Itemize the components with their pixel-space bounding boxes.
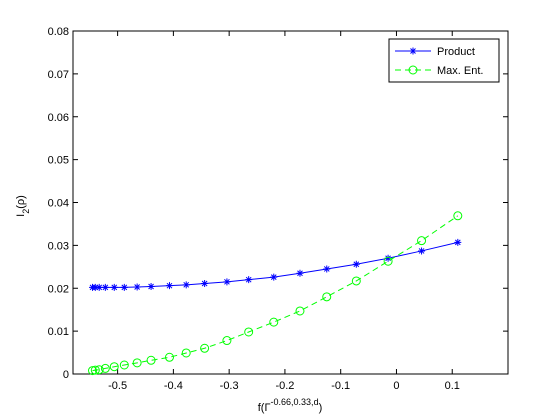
- data-point: [147, 283, 155, 291]
- y-tick-label: 0.08: [48, 26, 69, 38]
- y-label-base: I: [15, 214, 27, 217]
- data-point: [165, 282, 173, 290]
- y-tick-label: 0.06: [48, 112, 69, 124]
- data-point: [182, 281, 190, 289]
- x-label-rest: ): [319, 402, 323, 414]
- data-point: [244, 327, 254, 337]
- y-label-sub: 2: [21, 209, 31, 214]
- data-point: [384, 254, 392, 262]
- legend-label: Product: [437, 46, 475, 58]
- data-point: [90, 365, 100, 375]
- x-tick-label: -0.5: [108, 380, 127, 392]
- data-point: [201, 280, 209, 288]
- data-point: [94, 365, 104, 375]
- data-point: [245, 276, 253, 284]
- series-line: [92, 215, 459, 372]
- data-point: [383, 256, 393, 266]
- legend-label: Max. Ent.: [437, 65, 483, 77]
- data-point: [110, 283, 118, 291]
- data-point: [120, 283, 128, 291]
- legend-marker: [408, 65, 418, 75]
- legend-marker: [409, 47, 417, 55]
- data-point: [101, 283, 109, 291]
- data-point: [418, 247, 426, 255]
- data-point: [222, 336, 232, 346]
- data-point: [100, 363, 110, 373]
- data-point: [109, 362, 119, 372]
- data-point: [146, 355, 156, 365]
- data-point: [323, 265, 331, 273]
- y-tick-label: 0.01: [48, 326, 69, 338]
- data-point: [417, 236, 427, 246]
- x-tick-label: 0: [393, 380, 399, 392]
- y-axis-label: I2(ρ): [15, 195, 31, 217]
- data-point: [322, 292, 332, 302]
- data-point: [91, 283, 99, 291]
- data-point: [296, 269, 304, 277]
- data-point: [269, 317, 279, 327]
- y-tick-label: 0.05: [48, 155, 69, 167]
- data-point: [133, 283, 141, 291]
- data-point: [453, 211, 463, 221]
- data-point: [95, 283, 103, 291]
- data-point: [119, 360, 129, 370]
- x-label-base: f(Γ: [258, 402, 271, 414]
- y-tick-label: 0: [63, 369, 69, 381]
- data-point: [352, 260, 360, 268]
- data-point: [132, 358, 142, 368]
- x-tick-label: -0.1: [331, 380, 350, 392]
- y-tick-label: 0.02: [48, 283, 69, 295]
- legend-box: [388, 38, 500, 83]
- data-point: [200, 343, 210, 353]
- y-tick-label: 0.07: [48, 69, 69, 81]
- data-point: [223, 278, 231, 286]
- data-point: [351, 276, 361, 286]
- data-point: [270, 273, 278, 281]
- x-tick-label: -0.4: [164, 380, 183, 392]
- y-tick-label: 0.04: [48, 198, 69, 210]
- data-point: [88, 366, 98, 376]
- x-label-sup: -0.66,0.33,d: [271, 397, 319, 407]
- x-axis-label: f(Γ-0.66,0.33,d): [258, 397, 323, 414]
- x-tick-label: -0.3: [220, 380, 239, 392]
- x-tick-label: 0.1: [445, 380, 460, 392]
- data-point: [295, 306, 305, 316]
- x-tick-label: -0.2: [275, 380, 294, 392]
- data-point: [181, 348, 191, 358]
- data-point: [164, 352, 174, 362]
- y-tick-label: 0.03: [48, 240, 69, 252]
- data-point: [454, 238, 462, 246]
- y-label-rest: (ρ): [15, 195, 27, 209]
